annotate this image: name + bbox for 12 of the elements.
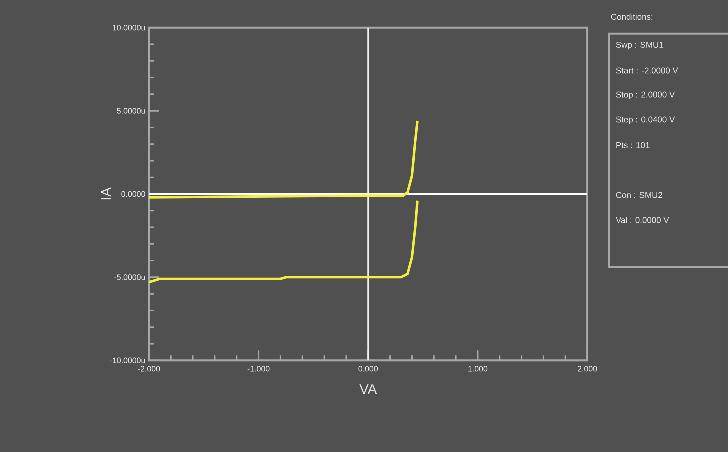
y-axis-title: IA bbox=[101, 188, 111, 200]
line-series bbox=[149, 200, 419, 284]
text: Stop : 2.0000 V bbox=[616, 92, 676, 100]
text: Val : 0.0000 V bbox=[616, 216, 670, 224]
text: Step : 0.0400 V bbox=[616, 116, 676, 124]
text: Pts : 101 bbox=[616, 142, 650, 148]
text: Swp : SMU1 bbox=[616, 42, 664, 50]
text: Start : -2.0000 V bbox=[616, 68, 678, 74]
line-series bbox=[149, 120, 419, 199]
x-axis-title: VA bbox=[360, 384, 378, 394]
text: Con : SMU2 bbox=[616, 192, 662, 198]
text: Conditions: bbox=[611, 14, 653, 20]
